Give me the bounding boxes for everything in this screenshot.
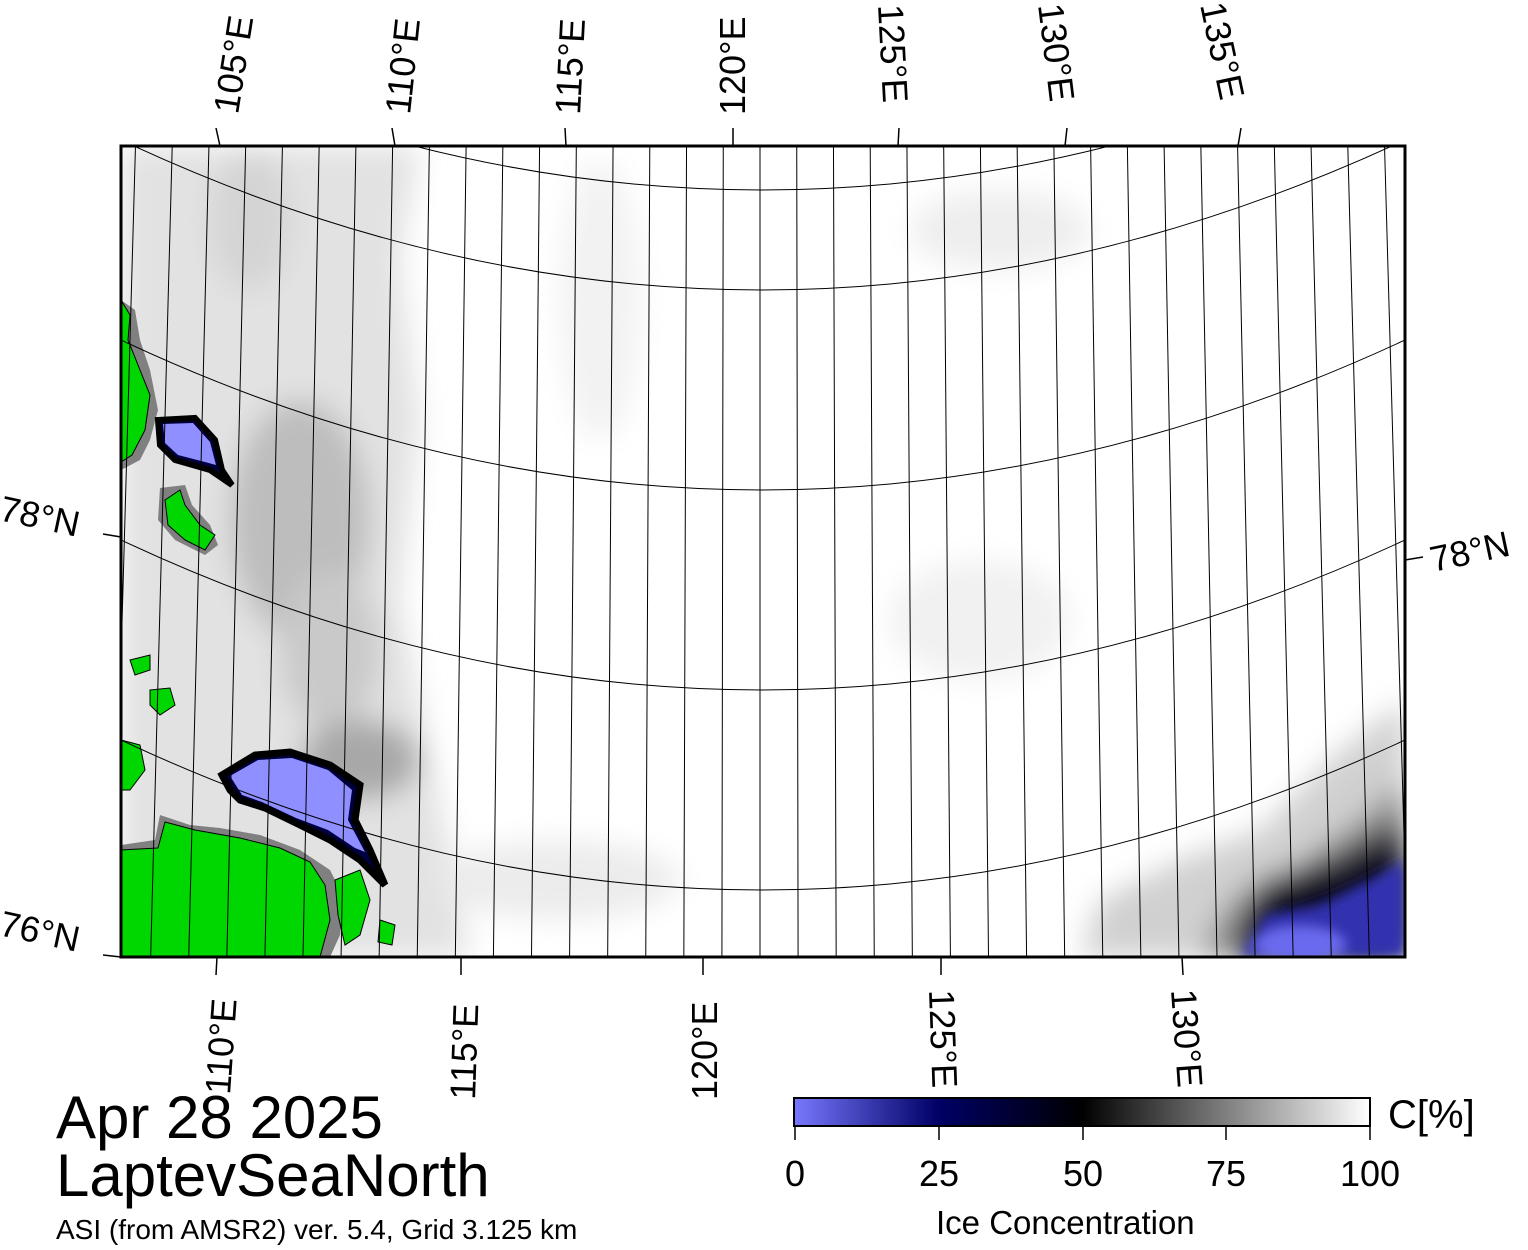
lon-label-top-105: 105°E: [205, 13, 261, 117]
meridian-line: [607, 146, 614, 957]
meridian-line: [683, 146, 688, 957]
meridian-line: [569, 146, 577, 957]
colorbar-tick-100: 100: [1340, 1153, 1400, 1194]
open-water-east: [1240, 860, 1405, 957]
colorbar-tick-25: 25: [919, 1153, 959, 1194]
meridian-line: [869, 146, 875, 957]
meridian-line: [645, 146, 651, 957]
meridian-line: [454, 146, 467, 957]
map-date: Apr 28 2025: [56, 1084, 383, 1151]
colorbar-tick-0: 0: [785, 1153, 805, 1194]
meridian-line: [832, 146, 837, 957]
meridian-line: [943, 146, 951, 957]
lon-label-top-120: 120°E: [712, 17, 753, 115]
lon-label-top-130: 130°E: [1030, 1, 1083, 104]
ice-field: [74, 136, 1405, 967]
latitude-lines: [121, 146, 1405, 891]
colorbar-tick-75: 75: [1206, 1153, 1246, 1194]
lon-label-top-135: 135°E: [1192, 0, 1253, 103]
meridian-line: [721, 146, 724, 957]
lat-label-left-78: 78°N: [0, 488, 84, 545]
meridian-line: [1310, 146, 1332, 957]
lon-label-bottom-115: 115°E: [442, 1003, 486, 1100]
meridian-line: [121, 146, 136, 677]
meridian-line: [530, 146, 541, 957]
lat-label-left-76: 76°N: [0, 903, 84, 960]
meridian-line: [226, 146, 247, 957]
map-frame: [119, 144, 1407, 959]
meridian-line: [416, 146, 430, 957]
colorbar: 0 25 50 75 100 C[%]: [785, 1093, 1475, 1194]
meridian-line: [188, 146, 210, 957]
colorbar-title: Ice Concentration: [936, 1204, 1195, 1241]
meridian-line: [979, 146, 990, 957]
lon-label-bottom-125: 125°E: [921, 989, 965, 1089]
meridian-line: [1237, 146, 1256, 957]
region-name: LaptevSeaNorth: [56, 1142, 490, 1209]
top-lon-labels: 105°E 110°E 115°E 120°E 125°E 130°E 135°…: [205, 0, 1252, 116]
meridian-line: [906, 146, 913, 957]
colorbar-tick-50: 50: [1063, 1153, 1103, 1194]
meridian-line: [1126, 146, 1142, 957]
tick-marks: [102, 127, 1424, 976]
meridian-line: [492, 146, 504, 957]
meridian-line: [302, 146, 320, 957]
meridian-line: [74, 136, 99, 967]
meridian-line: [378, 146, 394, 957]
product-info: ASI (from AMSR2) ver. 5.4, Grid 3.125 km: [56, 1214, 578, 1245]
lon-label-top-125: 125°E: [870, 3, 916, 103]
meridian-line: [796, 146, 799, 957]
meridian-line: [1090, 146, 1104, 957]
lon-label-bottom-110: 110°E: [197, 997, 245, 1095]
colorbar-gradient: [793, 1097, 1371, 1127]
colorbar-unit: C[%]: [1388, 1093, 1475, 1137]
meridian-line: [1347, 146, 1370, 957]
meridian-line: [1163, 146, 1180, 957]
meridian-line: [264, 146, 283, 957]
lon-label-bottom-120: 120°E: [684, 1002, 725, 1100]
meridian-line: [340, 146, 357, 957]
meridian-line: [1273, 146, 1294, 957]
longitude-lines: [74, 136, 1405, 967]
colorbar-ticks: [794, 1126, 1371, 1140]
bottom-lon-labels: 110°E 115°E 120°E 125°E 130°E: [197, 988, 1211, 1101]
meridian-line: [1016, 146, 1028, 957]
lon-label-top-110: 110°E: [377, 16, 428, 116]
meridian-line: [1200, 146, 1218, 957]
lat-label-right-78: 78°N: [1426, 523, 1513, 580]
meridian-line: [1053, 146, 1066, 957]
lon-label-top-115: 115°E: [547, 18, 593, 116]
meridian-line: [150, 146, 173, 957]
lon-label-bottom-130: 130°E: [1163, 988, 1211, 1089]
